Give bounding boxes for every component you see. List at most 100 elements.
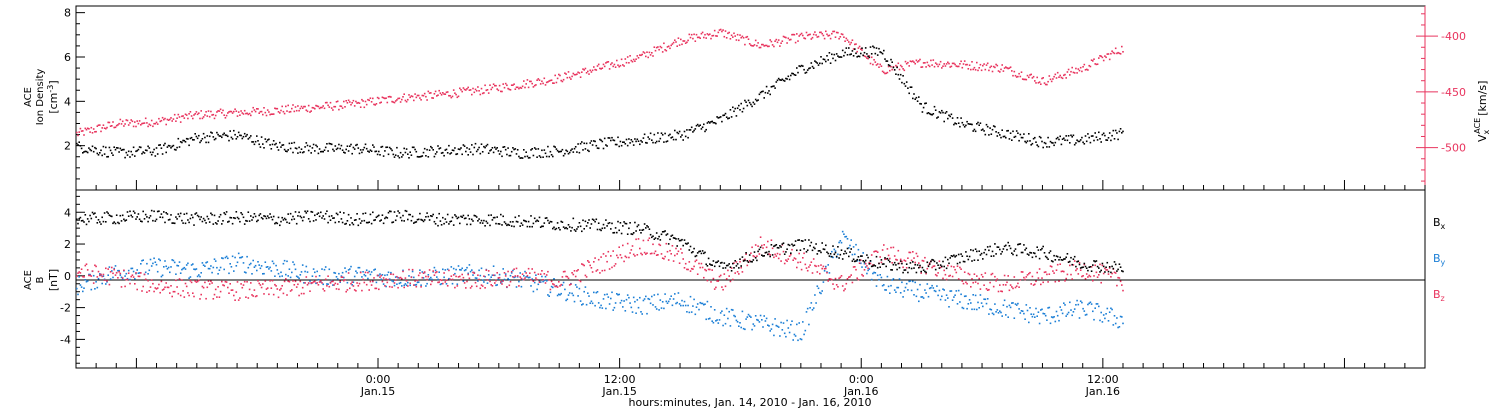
bz-point [158, 283, 160, 286]
velocity-point [352, 99, 355, 102]
bz-point [816, 271, 819, 273]
density-point [764, 91, 767, 94]
velocity-point [596, 65, 599, 67]
by-point [234, 256, 236, 259]
density-point [241, 137, 244, 140]
density-point [884, 58, 886, 60]
by-point [804, 329, 807, 332]
bx-point [1030, 252, 1032, 254]
bz-point [960, 268, 962, 270]
density-point [485, 145, 488, 147]
density-point [392, 153, 395, 156]
velocity-point [107, 121, 109, 124]
velocity-point [1046, 83, 1048, 86]
velocity-point [367, 98, 369, 101]
by-point [149, 258, 152, 261]
bx-point [962, 260, 965, 263]
density-point [905, 81, 908, 83]
bz-point [496, 272, 498, 274]
by-point [897, 286, 900, 289]
velocity-point [434, 90, 437, 93]
density-point [131, 153, 134, 156]
bx-point [658, 235, 660, 238]
bz-point [1032, 284, 1035, 286]
density-point [730, 116, 733, 118]
bx-point [279, 224, 281, 227]
density-point [849, 53, 851, 56]
by-point [1078, 317, 1081, 319]
bx-point [1041, 247, 1043, 250]
bz-point [353, 289, 356, 291]
bx-point [332, 217, 334, 219]
by-point [153, 257, 155, 260]
bx-point [1001, 250, 1003, 253]
by-point [1069, 301, 1071, 304]
by-point [1050, 316, 1053, 318]
bz-point [178, 278, 181, 280]
velocity-point [635, 58, 637, 60]
velocity-point [734, 35, 736, 37]
velocity-point [716, 35, 718, 37]
bz-point [399, 276, 402, 279]
bx-point [555, 227, 558, 230]
bx-point [568, 226, 571, 228]
velocity-point [1017, 75, 1019, 78]
density-point [414, 148, 416, 151]
velocity-point [1060, 76, 1063, 79]
bx-point [651, 236, 653, 239]
bx-point [718, 265, 721, 268]
bz-point [327, 275, 329, 277]
bx-point [922, 269, 925, 271]
density-point [826, 55, 828, 57]
density-point [907, 87, 909, 89]
bx-point [861, 255, 863, 257]
velocity-point [214, 114, 217, 117]
density-point [243, 132, 246, 135]
bx-point [832, 245, 834, 247]
velocity-point [738, 39, 740, 42]
by-point [483, 281, 485, 283]
bz-point [111, 266, 113, 269]
velocity-point [80, 130, 83, 132]
bx-point [1012, 253, 1014, 256]
density-point [655, 140, 658, 143]
bz-point [547, 270, 549, 273]
bz-point [820, 264, 822, 266]
by-point [247, 266, 250, 269]
by-point [955, 290, 958, 292]
velocity-point [770, 40, 773, 43]
bz-point [336, 283, 339, 285]
bz-point [909, 251, 912, 254]
bz-point [320, 280, 322, 282]
velocity-point [234, 108, 236, 110]
bx-point [1072, 258, 1075, 260]
density-point [178, 146, 181, 148]
bx-point [545, 217, 548, 219]
bx-point [182, 222, 184, 224]
by-point [991, 312, 994, 315]
bz-point [137, 275, 140, 278]
bz-point [617, 256, 619, 259]
velocity-point [840, 33, 843, 35]
by-point [363, 273, 366, 276]
density-point [300, 148, 303, 150]
density-point [686, 129, 688, 131]
by-point [463, 269, 466, 272]
bz-point [751, 246, 753, 249]
density-point [379, 154, 381, 156]
bz-point [243, 280, 246, 283]
by-point [761, 319, 763, 321]
bz-point [431, 280, 433, 283]
bx-point [229, 216, 231, 219]
velocity-point [774, 40, 776, 42]
bz-point [1114, 272, 1117, 274]
bz-point [680, 248, 682, 250]
density-point [622, 141, 624, 143]
by-point [245, 271, 247, 274]
by-point [544, 275, 547, 278]
by-point [533, 281, 536, 284]
density-point [961, 121, 964, 124]
bz-point [361, 289, 363, 292]
bx-point [86, 218, 89, 220]
bz-point [217, 286, 219, 288]
